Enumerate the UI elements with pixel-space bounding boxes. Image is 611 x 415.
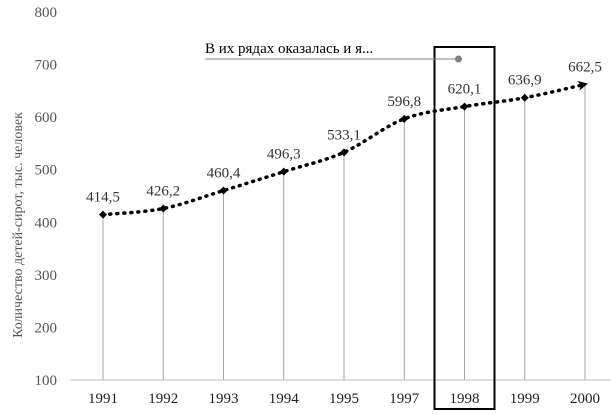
highlight-box [433,46,496,410]
x-tick-label: 1991 [88,391,118,407]
data-point [520,93,529,102]
x-tick-label: 1995 [329,391,359,407]
data-point [400,114,409,123]
data-label: 533,1 [327,127,361,143]
y-tick-label: 500 [35,163,58,179]
x-tick-label: 1994 [269,391,300,407]
y-tick-label: 800 [35,5,58,21]
data-point [279,167,288,176]
x-tick-label: 1993 [209,391,239,407]
annotation-text: В их рядах оказалась и я... [205,41,373,57]
data-label: 496,3 [267,147,301,163]
data-point [340,148,348,157]
x-axis-ticks: 1991 1992 1993 1994 1995 1997 1998 1999 2000 [88,391,600,407]
y-axis-label: Количество детей-сирот, тыс. человек [11,112,26,338]
data-label: 414,5 [86,190,120,206]
x-tick-label: 1992 [148,391,178,407]
x-tick-label: 1998 [450,391,480,407]
data-point [460,102,469,111]
data-point [219,186,228,195]
data-label: 636,9 [508,73,542,89]
x-tick-label: 1999 [510,391,540,407]
y-tick-label: 100 [35,373,58,389]
y-tick-label: 600 [35,110,58,126]
data-label: 596,8 [387,94,421,110]
y-tick-label: 400 [35,215,58,231]
x-tick-label: 1997 [389,391,420,407]
data-label: 426,2 [146,184,180,200]
y-tick-label: 700 [35,58,58,74]
series-line [101,80,588,217]
annotation-dot [455,55,462,63]
y-tick-label: 300 [35,268,58,284]
data-label: 620,1 [448,82,482,98]
data-point [99,210,107,219]
x-tick-label: 2000 [570,391,600,407]
data-label: 662,5 [568,59,602,75]
data-label: 460,4 [207,166,241,182]
data-labels: 414,5 426,2 460,4 496,3 533,1 596,8 620,1 636,9… [86,59,602,205]
y-tick-label: 200 [35,320,58,336]
data-points [99,93,529,219]
y-axis-ticks: 100 200 300 400 500 600 700 800 [35,5,58,389]
drop-lines [102,84,586,380]
data-point [159,204,168,213]
